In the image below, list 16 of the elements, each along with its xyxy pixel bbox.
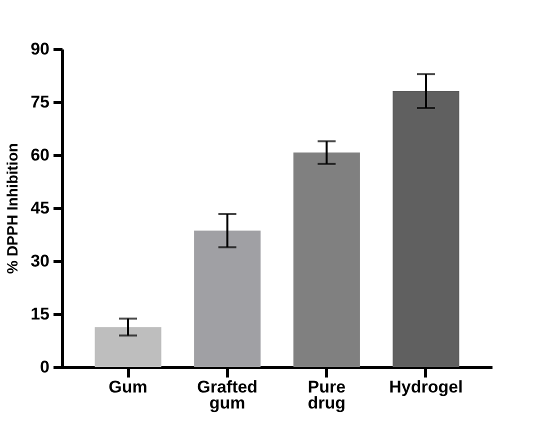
bar (293, 152, 360, 367)
y-tick-label: 15 (30, 304, 50, 324)
x-tick-label: Pure drug (308, 378, 346, 412)
x-tick-label: Gum (108, 378, 148, 396)
y-tick-label: 60 (30, 146, 50, 164)
y-tick-label: 90 (30, 40, 50, 58)
y-tick-label: 30 (30, 252, 50, 270)
y-tick-label: 0 (40, 358, 50, 376)
bar (94, 327, 162, 367)
bar (392, 91, 460, 367)
x-tick-label: Hydrogel (389, 378, 463, 396)
y-tick-label: 45 (30, 198, 50, 218)
bar (194, 230, 261, 367)
y-tick-label: 75 (30, 92, 50, 112)
x-tick-label: Grafted gum (197, 378, 258, 412)
y-axis-title: % DPPH Inhibition (4, 143, 22, 274)
